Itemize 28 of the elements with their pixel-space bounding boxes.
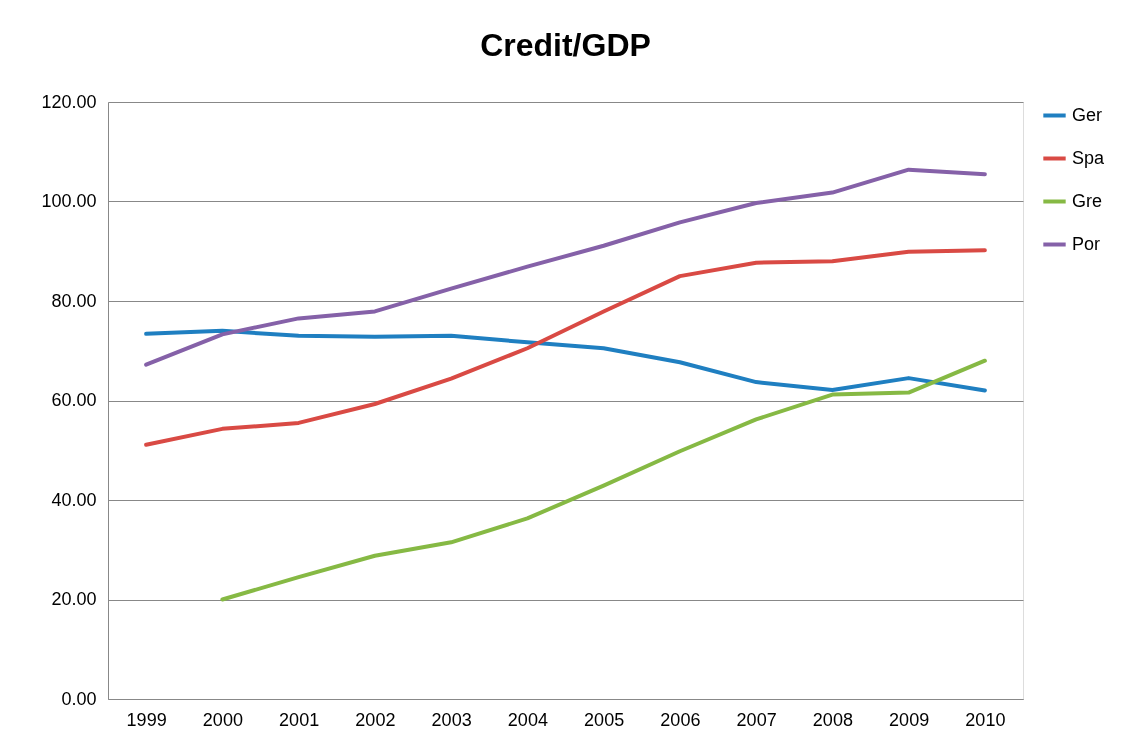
y-tick-label: 80.00 (51, 290, 97, 311)
x-tick-label: 2003 (431, 709, 472, 730)
x-tick-label: 2000 (202, 709, 243, 730)
line-series (144, 248, 987, 447)
x-tick-label: 2002 (355, 709, 396, 730)
line-series (144, 167, 987, 367)
x-tick-label: 2001 (279, 709, 320, 730)
x-tick-label: 2009 (889, 709, 930, 730)
chart-title: Credit/GDP (480, 27, 651, 63)
x-tick-label: 2006 (660, 709, 701, 730)
x-tick-label: 1999 (126, 709, 167, 730)
y-tick-label: 20.00 (51, 589, 97, 609)
line-series (144, 328, 987, 393)
x-tick-label: 2008 (812, 709, 853, 730)
x-tick-label: 2005 (584, 709, 625, 730)
y-tick-label: 40.00 (51, 489, 97, 510)
y-tick-label: 0.00 (61, 688, 97, 709)
legend-label: Ger (1072, 104, 1103, 125)
line-series (220, 358, 987, 602)
legend-label: Gre (1072, 190, 1103, 211)
x-tick-label: 2007 (736, 709, 777, 730)
x-tick-label: 2004 (507, 709, 548, 730)
x-tick-label: 2010 (965, 709, 1006, 730)
legend-label: Spa (1072, 147, 1106, 168)
legend-label: Por (1072, 233, 1101, 254)
y-tick-label: 100.00 (41, 191, 97, 211)
y-tick-label: 120.00 (41, 91, 97, 112)
y-tick-label: 60.00 (51, 390, 97, 410)
